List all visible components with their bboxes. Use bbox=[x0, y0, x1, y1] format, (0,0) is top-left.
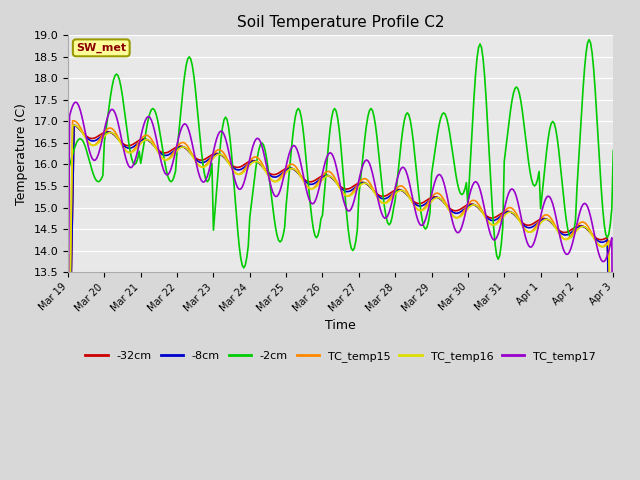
Legend: -32cm, -8cm, -2cm, TC_temp15, TC_temp16, TC_temp17: -32cm, -8cm, -2cm, TC_temp15, TC_temp16,… bbox=[81, 346, 600, 366]
Text: SW_met: SW_met bbox=[76, 43, 126, 53]
Title: Soil Temperature Profile C2: Soil Temperature Profile C2 bbox=[237, 15, 444, 30]
Y-axis label: Temperature (C): Temperature (C) bbox=[15, 103, 28, 204]
X-axis label: Time: Time bbox=[325, 319, 356, 332]
